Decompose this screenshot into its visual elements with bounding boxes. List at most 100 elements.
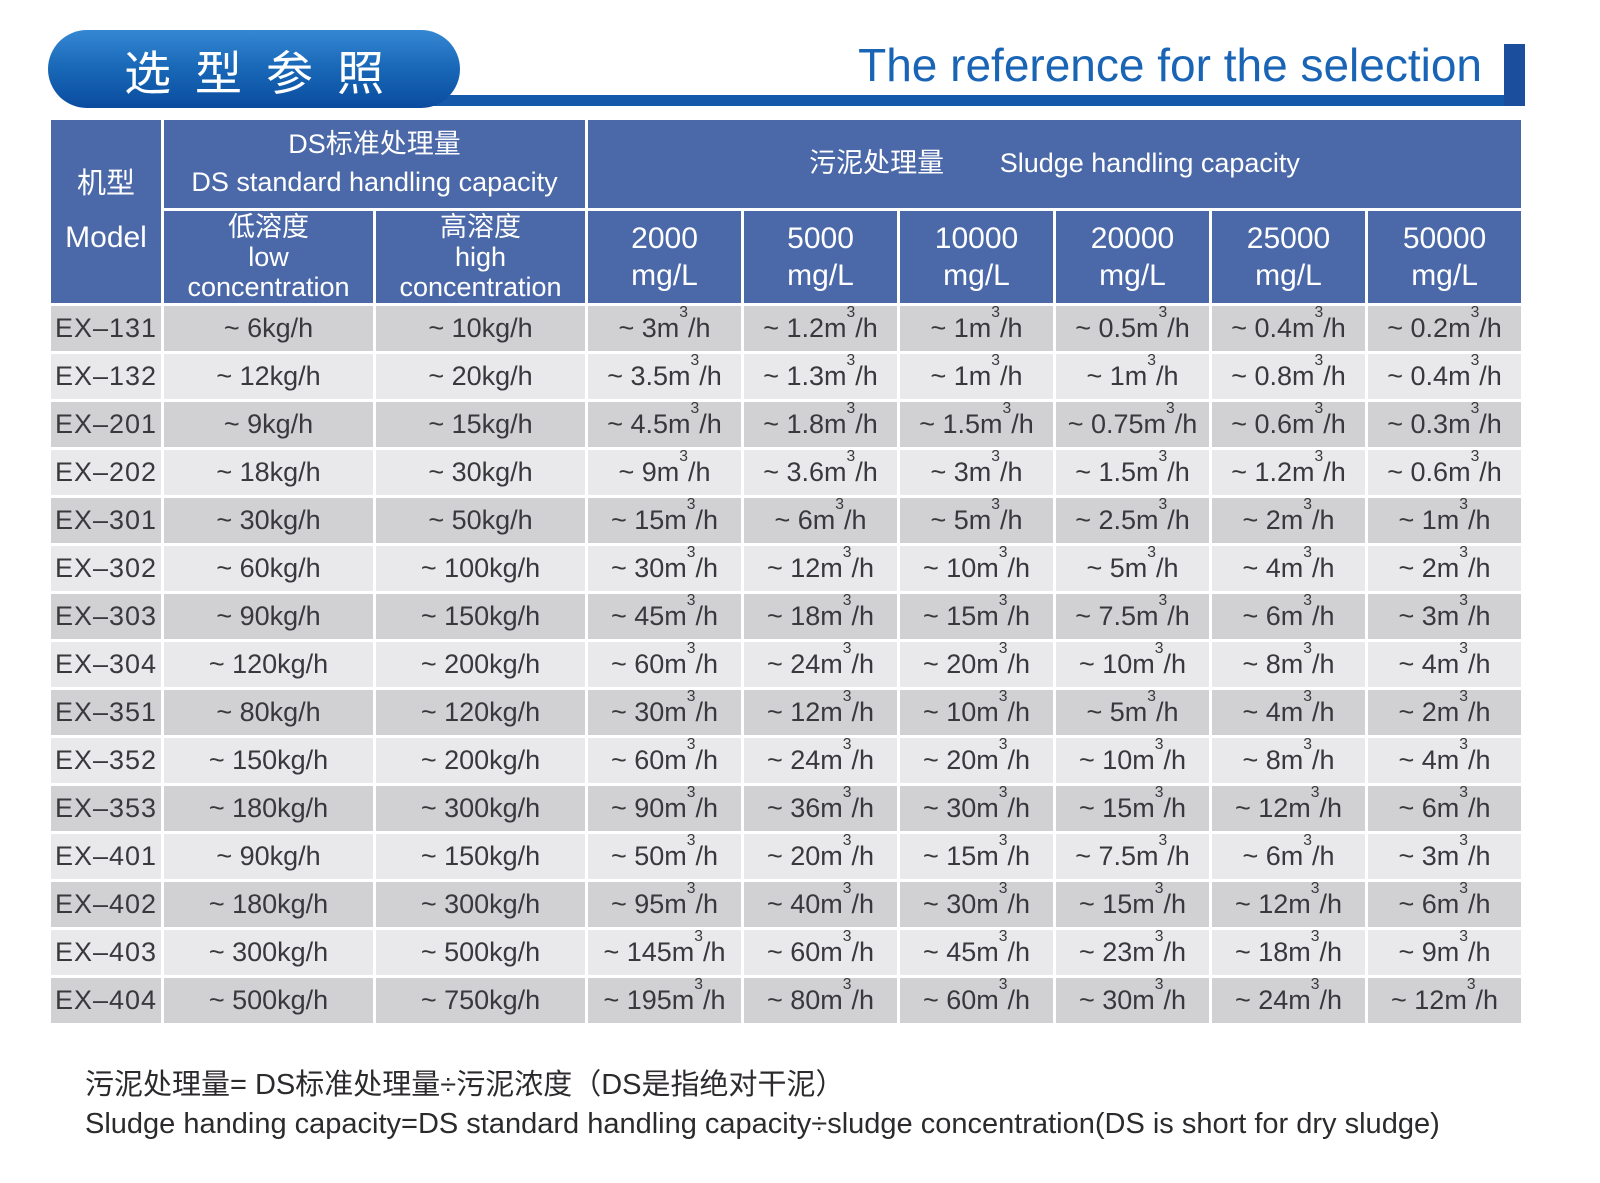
capacity-cell: ~ 0.2m3/h (1368, 306, 1522, 351)
col-header-mgl: 20000 mg/L (1056, 211, 1210, 303)
capacity-cell: ~ 750kg/h (376, 978, 586, 1023)
model-cell: EX–352 (51, 738, 161, 783)
model-cell: EX–201 (51, 402, 161, 447)
capacity-cell: ~ 1.8m3/h (744, 402, 898, 447)
capacity-cell: ~ 18kg/h (164, 450, 373, 495)
capacity-cell: ~ 0.8m3/h (1212, 354, 1366, 399)
ds-group-en: DS standard handling capacity (191, 167, 558, 197)
capacity-cell: ~ 3m3/h (1368, 834, 1522, 879)
capacity-cell: ~ 20m3/h (900, 738, 1054, 783)
model-cell: EX–353 (51, 786, 161, 831)
capacity-cell: ~ 200kg/h (376, 642, 586, 687)
model-cell: EX–301 (51, 498, 161, 543)
capacity-cell: ~ 3m3/h (588, 306, 742, 351)
capacity-cell: ~ 3.6m3/h (744, 450, 898, 495)
capacity-cell: ~ 2m3/h (1368, 546, 1522, 591)
capacity-cell: ~ 30m3/h (900, 786, 1054, 831)
selection-table: 机型 Model DS标准处理量 DS standard handling ca… (48, 117, 1524, 1026)
model-cell: EX–304 (51, 642, 161, 687)
capacity-cell: ~ 300kg/h (164, 930, 373, 975)
capacity-cell: ~ 60kg/h (164, 546, 373, 591)
capacity-cell: ~ 10m3/h (1056, 738, 1210, 783)
capacity-cell: ~ 6m3/h (1368, 882, 1522, 927)
capacity-cell: ~ 500kg/h (376, 930, 586, 975)
capacity-cell: ~ 45m3/h (900, 930, 1054, 975)
capacity-cell: ~ 7.5m3/h (1056, 834, 1210, 879)
capacity-cell: ~ 23m3/h (1056, 930, 1210, 975)
capacity-cell: ~ 60m3/h (588, 642, 742, 687)
capacity-cell: ~ 12m3/h (744, 546, 898, 591)
model-header-en: Model (65, 221, 147, 254)
capacity-cell: ~ 150kg/h (376, 834, 586, 879)
capacity-cell: ~ 145m3/h (588, 930, 742, 975)
capacity-cell: ~ 15kg/h (376, 402, 586, 447)
capacity-cell: ~ 95m3/h (588, 882, 742, 927)
capacity-cell: ~ 5m3/h (1056, 690, 1210, 735)
capacity-cell: ~ 4m3/h (1212, 690, 1366, 735)
capacity-cell: ~ 300kg/h (376, 786, 586, 831)
capacity-cell: ~ 30m3/h (900, 882, 1054, 927)
capacity-cell: ~ 7.5m3/h (1056, 594, 1210, 639)
table-row: EX–132 ~ 12kg/h ~ 20kg/h ~ 3.5m3/h ~ 1.3m3/h… (51, 354, 1522, 399)
capacity-cell: ~ 6m3/h (1212, 594, 1366, 639)
capacity-cell: ~ 5m3/h (900, 498, 1054, 543)
sludge-group-en: Sludge handling capacity (999, 148, 1300, 179)
capacity-cell: ~ 90m3/h (588, 786, 742, 831)
capacity-cell: ~ 30kg/h (376, 450, 586, 495)
capacity-cell: ~ 8m3/h (1212, 642, 1366, 687)
capacity-cell: ~ 12m3/h (1368, 978, 1522, 1023)
title-badge: 选型参照 (48, 30, 460, 108)
capacity-cell: ~ 1m3/h (1056, 354, 1210, 399)
header-row-1: 机型 Model DS标准处理量 DS standard handling ca… (51, 120, 1522, 303)
capacity-cell: ~ 200kg/h (376, 738, 586, 783)
capacity-cell: ~ 12m3/h (1212, 882, 1366, 927)
table-row: EX–202 ~ 18kg/h ~ 30kg/h ~ 9m3/h ~ 3.6m3/h ~ … (51, 450, 1522, 495)
capacity-cell: ~ 4m3/h (1368, 738, 1522, 783)
capacity-cell: ~ 80m3/h (744, 978, 898, 1023)
capacity-cell: ~ 50kg/h (376, 498, 586, 543)
table-row: EX–304 ~ 120kg/h ~ 200kg/h ~ 60m3/h ~ 24m3/h… (51, 642, 1522, 687)
model-cell: EX–351 (51, 690, 161, 735)
capacity-cell: ~ 30kg/h (164, 498, 373, 543)
capacity-cell: ~ 10m3/h (1056, 642, 1210, 687)
model-header-zh: 机型 (76, 168, 135, 200)
table-row: EX–303 ~ 90kg/h ~ 150kg/h ~ 45m3/h ~ 18m3/h ~… (51, 594, 1522, 639)
table-row: EX–301 ~ 30kg/h ~ 50kg/h ~ 15m3/h ~ 6m3/h ~ 5… (51, 498, 1522, 543)
capacity-cell: ~ 500kg/h (164, 978, 373, 1023)
capacity-cell: ~ 195m3/h (588, 978, 742, 1023)
capacity-cell: ~ 0.5m3/h (1056, 306, 1210, 351)
capacity-cell: ~ 6m3/h (1368, 786, 1522, 831)
capacity-cell: ~ 24m3/h (1212, 978, 1366, 1023)
capacity-cell: ~ 40m3/h (744, 882, 898, 927)
capacity-cell: ~ 1.3m3/h (744, 354, 898, 399)
capacity-cell: ~ 20m3/h (744, 834, 898, 879)
capacity-cell: ~ 120kg/h (376, 690, 586, 735)
model-cell: EX–202 (51, 450, 161, 495)
capacity-cell: ~ 1.5m3/h (1056, 450, 1210, 495)
col-header-high-concentration: 高溶度 high concentration (376, 211, 586, 303)
capacity-cell: ~ 1m3/h (1368, 498, 1522, 543)
capacity-cell: ~ 60m3/h (588, 738, 742, 783)
capacity-cell: ~ 9m3/h (1368, 930, 1522, 975)
table-row: EX–353 ~ 180kg/h ~ 300kg/h ~ 90m3/h ~ 36m3/h… (51, 786, 1522, 831)
capacity-cell: ~ 12kg/h (164, 354, 373, 399)
capacity-cell: ~ 4m3/h (1368, 642, 1522, 687)
model-cell: EX–302 (51, 546, 161, 591)
capacity-cell: ~ 6m3/h (744, 498, 898, 543)
col-header-mgl: 25000 mg/L (1212, 211, 1366, 303)
capacity-cell: ~ 9kg/h (164, 402, 373, 447)
model-cell: EX–402 (51, 882, 161, 927)
capacity-cell: ~ 36m3/h (744, 786, 898, 831)
high-header-zh: 高溶度 (440, 212, 521, 242)
capacity-cell: ~ 50m3/h (588, 834, 742, 879)
table-row: EX–403 ~ 300kg/h ~ 500kg/h ~ 145m3/h ~ 60m3/… (51, 930, 1522, 975)
capacity-cell: ~ 300kg/h (376, 882, 586, 927)
model-cell: EX–131 (51, 306, 161, 351)
table-row: EX–402 ~ 180kg/h ~ 300kg/h ~ 95m3/h ~ 40m3/h… (51, 882, 1522, 927)
capacity-cell: ~ 6m3/h (1212, 834, 1366, 879)
capacity-cell: ~ 1m3/h (900, 354, 1054, 399)
capacity-cell: ~ 18m3/h (1212, 930, 1366, 975)
capacity-cell: ~ 30m3/h (588, 546, 742, 591)
capacity-cell: ~ 15m3/h (900, 834, 1054, 879)
capacity-cell: ~ 24m3/h (744, 738, 898, 783)
